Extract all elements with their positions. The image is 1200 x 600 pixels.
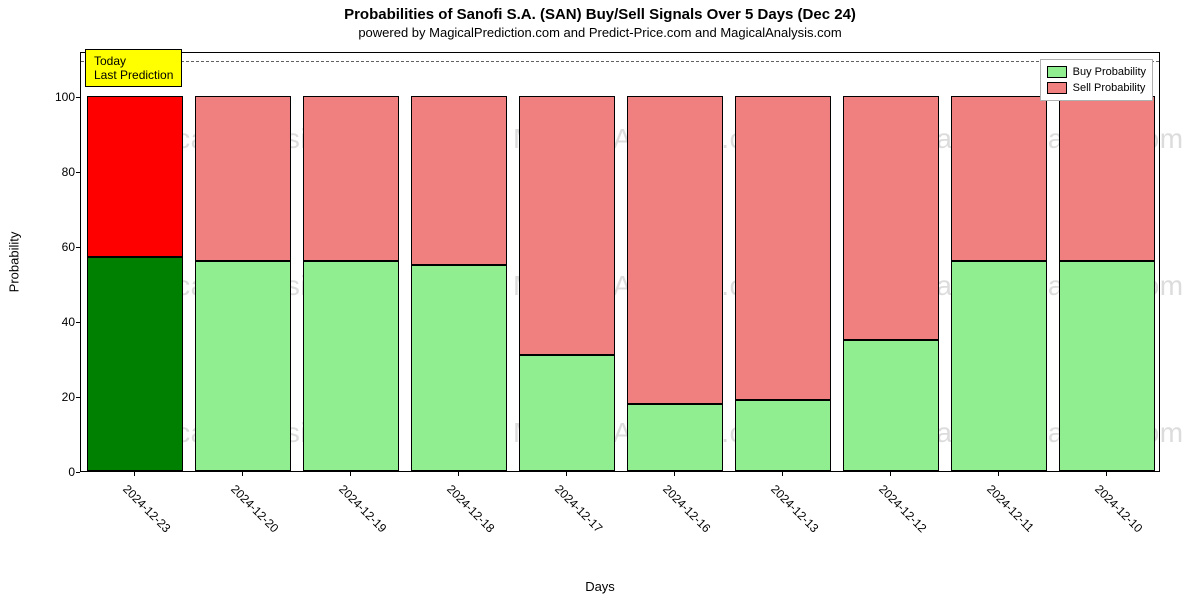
x-tick-mark	[782, 472, 783, 476]
buy-bar	[195, 261, 290, 471]
legend-label: Buy Probability	[1073, 64, 1146, 80]
x-tick-label: 2024-12-10	[1092, 482, 1145, 535]
x-tick-label: 2024-12-18	[444, 482, 497, 535]
annotation-line: Today	[94, 54, 173, 68]
x-tick-label: 2024-12-13	[768, 482, 821, 535]
sell-bar	[627, 96, 722, 404]
x-tick-mark	[458, 472, 459, 476]
sell-bar	[735, 96, 830, 400]
sell-bar	[519, 96, 614, 355]
legend: Buy ProbabilitySell Probability	[1040, 59, 1153, 101]
legend-swatch	[1047, 82, 1067, 94]
x-tick-mark	[890, 472, 891, 476]
y-tick-label: 60	[45, 240, 75, 254]
legend-swatch	[1047, 66, 1067, 78]
bar-group	[627, 96, 722, 471]
y-tick-label: 0	[45, 465, 75, 479]
bar-group	[843, 96, 938, 471]
sell-bar	[303, 96, 398, 261]
x-tick-label: 2024-12-20	[228, 482, 281, 535]
x-tick-mark	[242, 472, 243, 476]
sell-bar	[1059, 96, 1154, 261]
buy-bar	[843, 340, 938, 471]
y-tick-label: 100	[45, 90, 75, 104]
x-tick-mark	[998, 472, 999, 476]
x-tick-label: 2024-12-17	[552, 482, 605, 535]
sell-bar	[951, 96, 1046, 261]
sell-bar	[195, 96, 290, 261]
x-tick-mark	[134, 472, 135, 476]
x-tick-mark	[674, 472, 675, 476]
buy-bar	[627, 404, 722, 472]
sell-bar	[843, 96, 938, 340]
x-tick-label: 2024-12-11	[984, 482, 1037, 535]
buy-bar	[87, 257, 182, 471]
x-tick-label: 2024-12-12	[876, 482, 929, 535]
sell-bar	[87, 96, 182, 257]
bar-group	[519, 96, 614, 471]
bar-group	[303, 96, 398, 471]
buy-bar	[951, 261, 1046, 471]
bar-group	[735, 96, 830, 471]
chart-container: Probabilities of Sanofi S.A. (SAN) Buy/S…	[0, 0, 1200, 600]
bar-group	[951, 96, 1046, 471]
y-tick-label: 40	[45, 315, 75, 329]
y-tick-label: 80	[45, 165, 75, 179]
x-axis-label: Days	[585, 579, 615, 594]
chart-subtitle: powered by MagicalPrediction.com and Pre…	[0, 23, 1200, 40]
reference-line	[81, 61, 1159, 62]
x-tick-mark	[566, 472, 567, 476]
buy-bar	[519, 355, 614, 471]
legend-item: Sell Probability	[1047, 80, 1146, 96]
annotation-line: Last Prediction	[94, 68, 173, 82]
legend-label: Sell Probability	[1073, 80, 1146, 96]
bar-group	[411, 96, 506, 471]
y-tick-mark	[76, 472, 80, 473]
today-annotation: TodayLast Prediction	[85, 49, 182, 87]
buy-bar	[1059, 261, 1154, 471]
x-tick-label: 2024-12-19	[336, 482, 389, 535]
x-tick-label: 2024-12-16	[660, 482, 713, 535]
sell-bar	[411, 96, 506, 265]
buy-bar	[411, 265, 506, 471]
chart-title: Probabilities of Sanofi S.A. (SAN) Buy/S…	[0, 0, 1200, 23]
y-axis-label: Probability	[7, 232, 22, 293]
x-tick-mark	[350, 472, 351, 476]
x-tick-mark	[1106, 472, 1107, 476]
bar-group	[87, 96, 182, 471]
bar-group	[195, 96, 290, 471]
buy-bar	[735, 400, 830, 471]
legend-item: Buy Probability	[1047, 64, 1146, 80]
x-tick-label: 2024-12-23	[120, 482, 173, 535]
buy-bar	[303, 261, 398, 471]
plot-area: MagicalAnalysis.comMagicalAnalysis.comMa…	[80, 52, 1160, 472]
y-tick-label: 20	[45, 390, 75, 404]
bar-group	[1059, 96, 1154, 471]
